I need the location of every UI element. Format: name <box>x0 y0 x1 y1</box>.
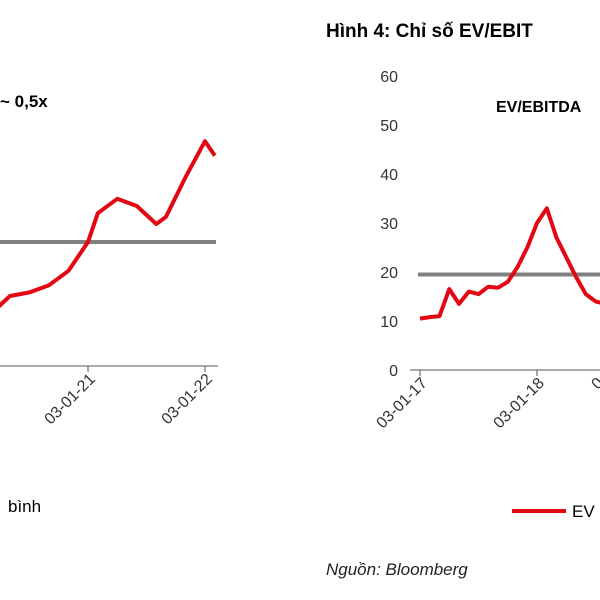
right-y-tick-label: 50 <box>380 118 398 135</box>
left-annotation: ~ 0,5x <box>0 92 48 111</box>
source-note: Nguồn: Bloomberg <box>326 560 468 579</box>
right-y-ticks: 0 10 20 30 40 50 60 <box>380 69 398 380</box>
right-series-label: EV/EBITDA <box>496 99 582 116</box>
left-legend-label: bình <box>8 497 41 516</box>
left-x-tick-label-1: 03-01-21 <box>42 371 99 428</box>
right-y-tick-label: 60 <box>380 69 398 86</box>
right-y-tick-label: 30 <box>380 216 398 233</box>
right-x-tick-label-2: 03-01-18 <box>491 375 548 432</box>
right-y-tick-label: 40 <box>380 167 398 184</box>
left-series-line <box>0 139 217 308</box>
right-chart-title: Hình 4: Chỉ số EV/EBIT <box>326 21 533 42</box>
right-series-line <box>419 206 600 321</box>
right-x-tick-label-3: 0 <box>589 375 600 393</box>
right-x-tick-label-1: 03-01-17 <box>374 375 431 432</box>
left-chart: ~ 0,5x 03-01-21 03-01-22 bình <box>0 92 218 516</box>
left-x-tick-label-2: 03-01-22 <box>159 371 216 428</box>
right-y-tick-label: 10 <box>380 314 398 331</box>
right-y-tick-label: 0 <box>389 363 398 380</box>
right-legend-label: EV <box>572 502 595 521</box>
right-chart: Hình 4: Chỉ số EV/EBIT EV/EBITDA 0 10 20 30… <box>326 21 600 521</box>
right-y-tick-label: 20 <box>380 265 398 282</box>
